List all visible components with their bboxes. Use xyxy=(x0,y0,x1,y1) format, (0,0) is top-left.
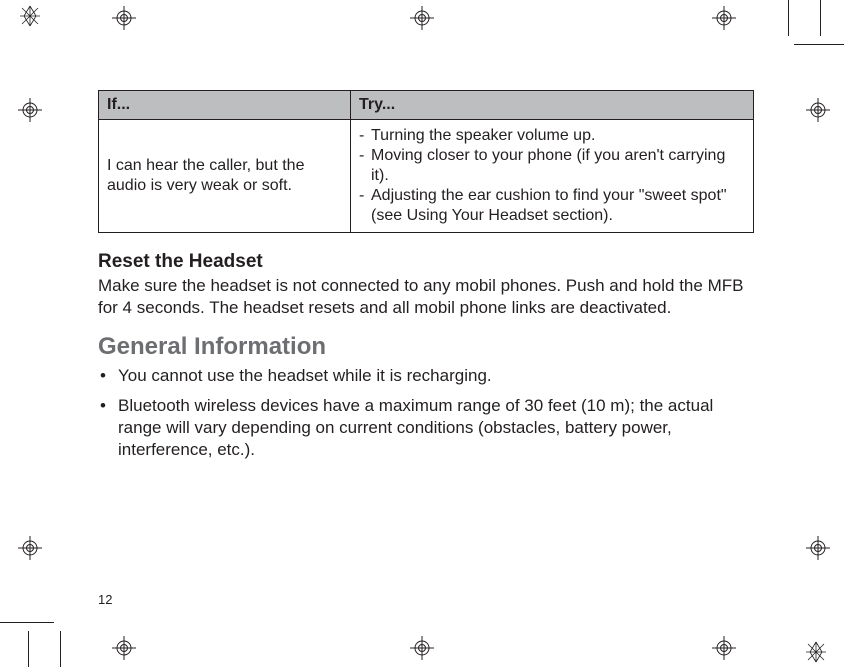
crop-mark xyxy=(820,0,821,36)
crop-mark xyxy=(0,622,54,623)
crop-mark xyxy=(60,631,61,667)
registration-mark-icon xyxy=(112,6,136,30)
troubleshoot-table: If... Try... I can hear the caller, but … xyxy=(98,90,754,233)
reset-body: Make sure the headset is not connected t… xyxy=(98,275,754,319)
crop-mark xyxy=(794,44,844,45)
try-item: Moving closer to your phone (if you aren… xyxy=(359,146,745,186)
registration-mark-icon xyxy=(18,98,42,122)
reset-heading: Reset the Headset xyxy=(98,251,754,273)
registration-mark-icon xyxy=(18,536,42,560)
table-header-try: Try... xyxy=(351,91,754,120)
crop-mark xyxy=(28,631,29,667)
registration-mark-icon xyxy=(112,636,136,660)
registration-mark-icon xyxy=(804,640,828,664)
general-info-item: You cannot use the headset while it is r… xyxy=(98,365,754,387)
page-number: 12 xyxy=(98,592,112,607)
table-row: I can hear the caller, but the audio is … xyxy=(99,120,754,233)
general-info-heading: General Information xyxy=(98,333,754,361)
registration-mark-icon xyxy=(410,6,434,30)
registration-mark-icon xyxy=(806,536,830,560)
general-info-list: You cannot use the headset while it is r… xyxy=(98,365,754,461)
page-content: If... Try... I can hear the caller, but … xyxy=(98,90,754,470)
table-cell-if: I can hear the caller, but the audio is … xyxy=(99,120,351,233)
registration-mark-icon xyxy=(712,6,736,30)
table-header-if: If... xyxy=(99,91,351,120)
registration-mark-icon xyxy=(806,98,830,122)
registration-mark-icon xyxy=(712,636,736,660)
registration-mark-icon xyxy=(410,636,434,660)
try-item: Turning the speaker volume up. xyxy=(359,126,745,146)
try-list: Turning the speaker volume up. Moving cl… xyxy=(359,126,745,226)
registration-mark-icon xyxy=(18,4,42,28)
try-item: Adjusting the ear cushion to find your "… xyxy=(359,186,745,226)
table-cell-try: Turning the speaker volume up. Moving cl… xyxy=(351,120,754,233)
general-info-item: Bluetooth wireless devices have a maximu… xyxy=(98,395,754,461)
crop-mark xyxy=(788,0,789,36)
